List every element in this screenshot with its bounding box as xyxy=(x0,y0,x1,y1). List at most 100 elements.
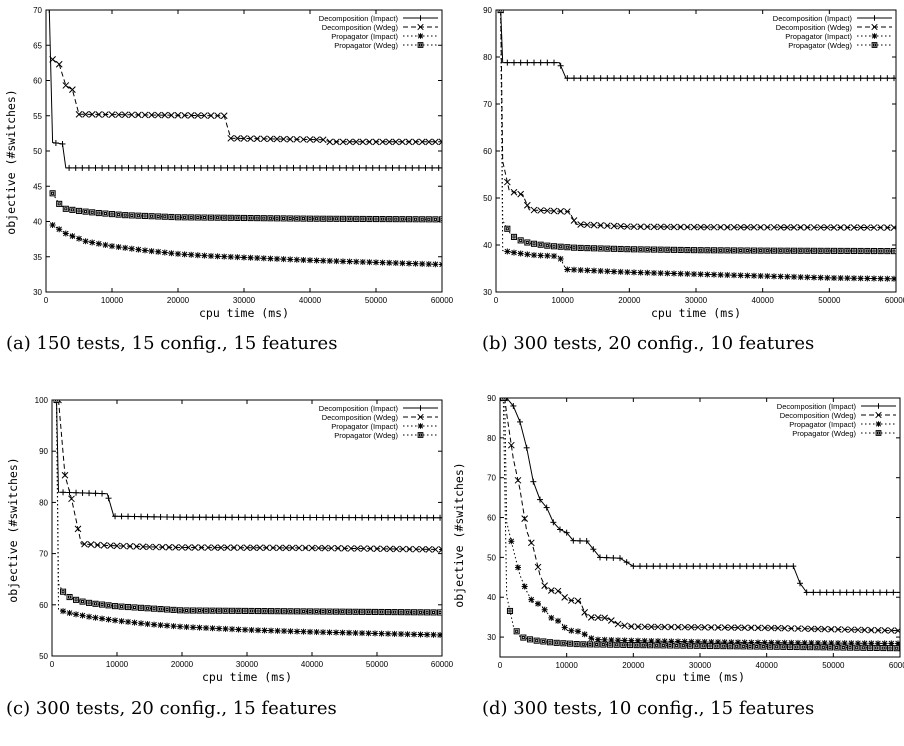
data-point xyxy=(623,223,631,230)
data-point xyxy=(733,643,740,650)
caption-d: (d) 300 tests, 10 config., 15 features xyxy=(482,698,815,719)
data-point xyxy=(148,213,155,220)
data-point xyxy=(591,75,597,82)
data-point xyxy=(369,164,376,171)
data-point xyxy=(577,221,585,228)
x-tick-label: 20000 xyxy=(622,661,645,670)
data-point xyxy=(770,247,778,254)
data-point xyxy=(330,164,337,171)
data-point xyxy=(684,270,691,277)
data-point xyxy=(650,246,658,253)
data-point xyxy=(253,135,261,143)
data-point xyxy=(657,563,663,570)
data-point xyxy=(227,253,234,260)
data-point xyxy=(250,544,257,552)
data-point xyxy=(703,563,710,570)
data-point xyxy=(730,247,738,254)
data-point xyxy=(307,628,314,635)
data-point xyxy=(334,544,342,552)
data-point xyxy=(524,239,531,246)
data-point xyxy=(419,216,426,223)
data-point xyxy=(158,164,165,171)
data-point xyxy=(567,597,575,604)
data-point xyxy=(181,111,188,119)
legend-marker xyxy=(875,411,882,419)
data-point xyxy=(791,273,797,280)
data-point xyxy=(72,164,79,171)
data-point xyxy=(661,623,669,631)
data-point xyxy=(389,164,396,171)
data-point xyxy=(379,259,386,266)
data-point xyxy=(194,112,202,119)
data-point xyxy=(308,544,316,552)
data-point xyxy=(396,164,403,171)
data-point xyxy=(510,402,517,409)
data-point xyxy=(704,271,711,278)
legend-marker xyxy=(417,33,424,39)
data-point xyxy=(653,642,660,649)
legend-label: Propagator (Wdeg) xyxy=(334,431,398,440)
data-point xyxy=(861,626,869,634)
plot-area xyxy=(46,10,442,268)
data-point xyxy=(533,637,540,644)
data-point xyxy=(79,489,86,496)
data-point xyxy=(697,271,704,278)
data-point xyxy=(146,543,153,551)
data-point xyxy=(823,224,831,231)
data-point xyxy=(60,608,67,615)
x-tick-label: 30000 xyxy=(233,296,256,305)
data-point xyxy=(333,215,340,222)
data-point xyxy=(326,257,333,264)
data-point xyxy=(105,164,112,171)
data-point xyxy=(537,207,545,214)
data-point xyxy=(333,608,340,615)
y-tick-label: 100 xyxy=(35,396,49,405)
legend-marker xyxy=(871,42,878,48)
data-point xyxy=(520,634,527,641)
data-point xyxy=(303,164,310,171)
data-point xyxy=(783,563,790,570)
data-point xyxy=(393,545,400,553)
series-plus xyxy=(497,10,896,82)
data-point xyxy=(89,239,96,246)
data-point xyxy=(122,212,129,219)
data-point xyxy=(432,216,439,223)
data-point xyxy=(125,603,132,611)
plot-frame xyxy=(45,9,443,293)
data-point xyxy=(216,514,223,521)
data-point xyxy=(135,111,142,119)
series-star xyxy=(49,222,442,268)
data-point xyxy=(544,252,551,259)
data-point xyxy=(326,514,333,521)
data-point xyxy=(877,224,885,231)
data-point xyxy=(707,624,715,631)
data-point xyxy=(673,642,680,649)
data-point xyxy=(336,164,343,171)
data-point xyxy=(833,644,840,651)
data-point xyxy=(411,609,418,616)
data-point xyxy=(79,598,86,605)
data-point xyxy=(399,138,406,146)
data-point xyxy=(386,259,393,266)
series-square xyxy=(500,398,900,652)
data-point xyxy=(724,247,731,254)
legend-marker xyxy=(871,23,878,31)
data-point xyxy=(349,164,356,171)
data-point xyxy=(235,607,242,614)
legend-marker xyxy=(417,432,424,438)
data-point xyxy=(102,111,109,118)
data-point xyxy=(570,244,578,251)
data-point xyxy=(227,214,234,221)
data-point xyxy=(112,513,119,520)
data-point xyxy=(597,554,603,561)
data-point xyxy=(895,640,900,647)
data-point xyxy=(854,626,862,634)
data-point xyxy=(282,544,290,552)
data-point xyxy=(409,164,416,171)
data-point xyxy=(165,164,172,171)
data-point xyxy=(75,207,83,214)
data-point xyxy=(817,589,823,596)
data-point xyxy=(240,135,248,142)
data-point xyxy=(112,603,119,610)
data-point xyxy=(871,75,877,82)
